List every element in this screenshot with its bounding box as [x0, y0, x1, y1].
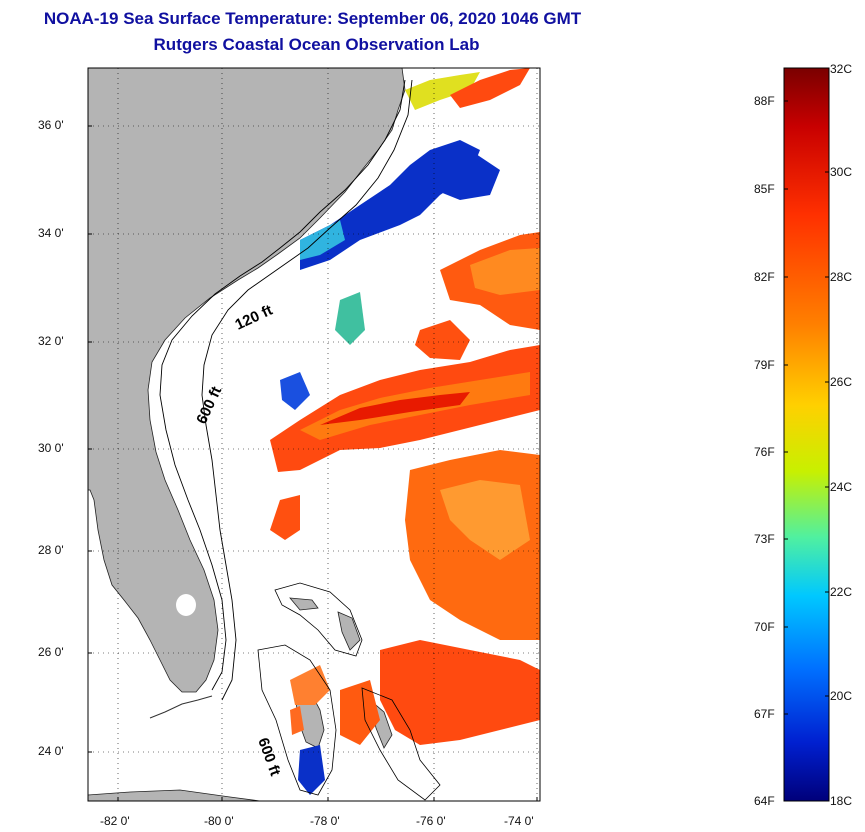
colorbar-label-22c: 22C: [830, 585, 853, 599]
lake-okeechobee: [176, 594, 196, 616]
colorbar-label-32c: 32C: [830, 62, 853, 76]
land-cuba: [88, 789, 261, 801]
lat-label-26: 26 0': [38, 645, 64, 659]
land-mainland: [88, 68, 406, 693]
contour-600ft: [201, 79, 413, 701]
colorbar-label-20c: 20C: [830, 689, 853, 703]
colorbar-label-26c: 26C: [830, 375, 853, 389]
colorbar-label-88f: 88F: [754, 94, 775, 108]
colorbar-label-82f: 82F: [754, 270, 775, 284]
colorbar-label-85f: 85F: [754, 182, 775, 196]
colorbar-label-24c: 24C: [830, 480, 853, 494]
land-bahamas-abaco: [337, 611, 361, 651]
lat-label-24: 24 0': [38, 744, 64, 758]
graticule: [88, 68, 540, 801]
axis-ticks: [88, 125, 538, 801]
lon-label-80: -80 0': [204, 814, 234, 828]
contour-bahamas-bank: [257, 644, 337, 796]
lat-label-36: 36 0': [38, 118, 64, 132]
lon-label-76: -76 0': [416, 814, 446, 828]
contour-120ft: [159, 79, 406, 691]
land-bahamas-grandbahama: [289, 597, 319, 611]
colorbar: [783, 67, 830, 802]
colorbar-label-67f: 67F: [754, 707, 775, 721]
lon-label-78: -78 0': [310, 814, 340, 828]
colorbar-label-73f: 73F: [754, 532, 775, 546]
florida-keys: [149, 695, 213, 719]
chart-subtitle: Rutgers Coastal Ocean Observation Lab: [153, 35, 480, 54]
colorbar-label-28c: 28C: [830, 270, 853, 284]
lon-label-74: -74 0': [504, 814, 534, 828]
colorbar-label-30c: 30C: [830, 165, 853, 179]
colorbar-label-64f: 64F: [754, 794, 775, 808]
lat-label-32: 32 0': [38, 334, 64, 348]
contour-bahamas-shelf: [274, 582, 363, 657]
lat-label-30: 30 0': [38, 441, 64, 455]
colorbar-label-70f: 70F: [754, 620, 775, 634]
colorbar-label-76f: 76F: [754, 445, 775, 459]
contour-bahamas-east: [361, 687, 441, 801]
lat-label-28: 28 0': [38, 543, 64, 557]
map-border: [87, 67, 541, 802]
lon-label-82: -82 0': [100, 814, 130, 828]
colorbar-label-79f: 79F: [754, 358, 775, 372]
colorbar-label-18c: 18C: [830, 794, 853, 808]
sst-data-layer: [270, 68, 540, 795]
chart-title: NOAA-19 Sea Surface Temperature: Septemb…: [43, 9, 582, 28]
colorbar-ticks: [784, 100, 829, 715]
lat-label-34: 34 0': [38, 226, 64, 240]
